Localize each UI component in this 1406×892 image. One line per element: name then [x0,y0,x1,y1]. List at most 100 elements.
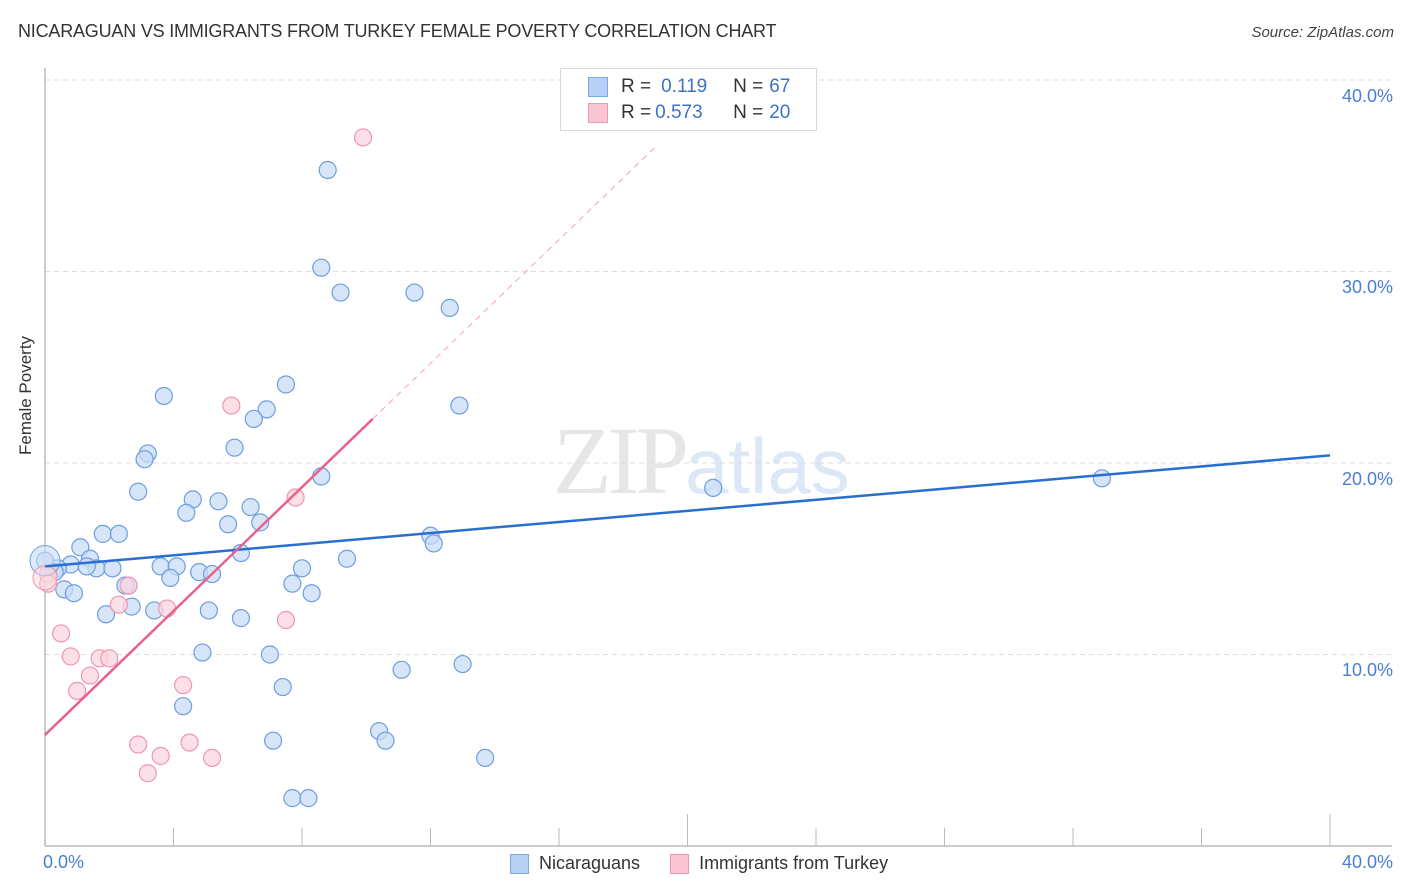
legend-item-turkey[interactable]: Immigrants from Turkey [670,853,888,874]
x-tick-40: 40.0% [1341,852,1393,872]
nicaraguan-point [376,731,395,750]
n-label: N = [733,76,764,97]
blue-swatch-icon [510,853,529,874]
nicaraguan-point [225,438,244,457]
y-tick-30: 30.0% [1341,277,1393,297]
legend-row-turkey: R = 0.573 N = 20 [588,101,790,125]
n-value: 67 [769,76,791,97]
chart-title: NICARAGUAN VS IMMIGRANTS FROM TURKEY FEM… [18,21,777,41]
turkey-point-large [32,565,58,591]
nicaraguan-point [331,283,350,302]
source-label: Source: ZipAtlas.com [1251,24,1394,41]
nicaraguan-point [440,298,459,317]
turkey-point [119,576,138,595]
r-label: R = [621,76,652,97]
nicaraguan-point [251,513,270,532]
series-legend: Nicaraguans Immigrants from Turkey [510,853,918,874]
turkey-point [109,595,128,614]
pink-swatch-icon [670,853,690,874]
turkey-point [157,599,177,618]
nicaraguan-point [241,497,260,517]
r-value: 0.119 [661,76,708,97]
nicaraguan-point [704,478,723,497]
nicaraguan-point [209,492,228,511]
nicaraguan-point [318,160,337,180]
nicaraguan-point [199,601,218,620]
nicaraguan-point [177,503,196,522]
legend-label: Nicaraguans [539,853,641,873]
turkey-point [180,733,199,752]
nicaraguan-point [1092,469,1112,488]
nicaraguan-point [283,574,302,593]
r-label: R = [621,102,652,123]
turkey-point [129,735,148,754]
nicaraguan-point [292,559,312,578]
watermark: ZIPatlas [553,405,850,516]
y-axis-title: Female Poverty [16,335,35,455]
nicaraguan-point [154,386,173,406]
n-label: N = [733,102,764,123]
nicaraguan-point [219,515,238,534]
nicaraguan-point [312,467,331,486]
nicaraguan-point [424,534,443,553]
nicaraguan-point [161,568,180,588]
r-value: 0.573 [655,102,703,123]
legend-label: Immigrants from Turkey [699,853,889,873]
nicaraguan-point [96,605,116,624]
nicaraguan-point [77,557,96,576]
watermark-zip: ZIP [553,407,689,514]
x-tick-0: 0.0% [43,852,85,872]
turkey-point [51,624,71,643]
turkey-point [151,746,170,766]
nicaraguan-point [257,400,276,419]
nicaraguan-point [302,584,321,603]
nicaraguan-point [273,677,292,697]
turkey-point [68,681,87,700]
turkey-point [61,647,80,666]
turkey-point [100,649,119,668]
turkey-trendline-extrapolation [372,146,656,420]
turkey-point [174,676,193,695]
nicaraguan-point [453,654,472,674]
nicaraguan-point [312,258,331,277]
nicaraguan-point [174,697,193,716]
nicaraguan-point [93,524,112,543]
nicaraguan-point [135,450,154,469]
nicaraguan-point [103,559,122,578]
nicaraguan-trendline [44,454,1331,568]
turkey-point [80,666,100,685]
nicaraguan-point [263,731,283,750]
turkey-point [222,396,241,415]
nicaraguan-point [231,609,251,628]
y-tick-20: 20.0% [1341,469,1393,489]
nicaraguan-point [244,409,263,429]
legend-item-nicaraguans[interactable]: Nicaraguans [510,853,640,874]
nicaraguan-point [476,748,495,768]
y-tick-40: 40.0% [1341,86,1393,106]
nicaraguan-point [193,643,212,662]
nicaraguan-point [276,375,296,394]
nicaraguan-point [299,789,318,808]
nicaraguan-point [129,482,148,501]
turkey-point [286,488,305,507]
turkey-point [202,748,222,768]
nicaraguan-point [283,789,302,808]
nicaraguan-point [260,645,279,664]
turkey-trendline [44,418,374,736]
legend-row-nicaraguans: R = 0.119 N = 67 [588,75,790,99]
nicaraguan-point [337,549,357,568]
turkey-point [276,610,296,630]
nicaraguan-point [109,524,128,543]
nicaraguan-point [64,584,84,603]
nicaraguan-point [392,660,411,679]
turkey-point [353,128,373,147]
nicaraguan-point [450,396,469,415]
blue-swatch-icon [588,77,608,97]
nicaraguan-point [405,283,424,302]
n-value: 20 [769,102,791,123]
y-tick-10: 10.0% [1341,660,1393,680]
correlation-legend: R = 0.119 N = 67 R = 0.573 N = 20 [560,68,817,131]
pink-swatch-icon [588,103,608,123]
turkey-point [138,764,157,783]
